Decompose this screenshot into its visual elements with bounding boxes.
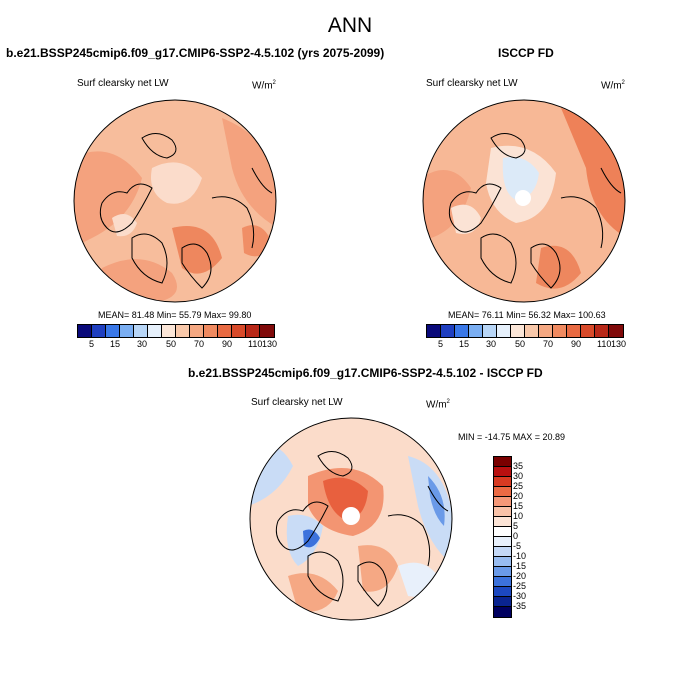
panel1-tick: 5 xyxy=(89,339,95,349)
panel3-tick: -5 xyxy=(513,541,522,551)
panel2-tick: 110 xyxy=(597,339,612,349)
panel1-variable: Surf clearsky net LW xyxy=(77,78,169,89)
panel3-tick: 30 xyxy=(513,471,524,481)
panel1-tick: 30 xyxy=(137,339,148,349)
panel3-tick: 10 xyxy=(513,511,524,521)
panel1-tick: 15 xyxy=(110,339,121,349)
panel3-polar-map xyxy=(249,417,453,621)
panel2-title: ISCCP FD xyxy=(498,46,554,60)
panel3-tick: -25 xyxy=(513,581,527,591)
panel3-tick: 0 xyxy=(513,531,519,541)
figure-title: ANN xyxy=(327,14,373,37)
panel3-variable: Surf clearsky net LW xyxy=(251,397,343,408)
panel3-tick: 20 xyxy=(513,491,524,501)
panel1-polar-map xyxy=(73,99,277,303)
panel3-tick: 25 xyxy=(513,481,524,491)
panel2-polar-map xyxy=(422,99,626,303)
panel3-tick: 15 xyxy=(513,501,524,511)
panel3-tick: -10 xyxy=(513,551,527,561)
panel1-stats: MEAN= 81.48 Min= 55.79 Max= 99.80 xyxy=(98,310,252,320)
panel3-units: W/m2 xyxy=(426,399,450,411)
panel2-tick: 50 xyxy=(515,339,526,349)
panel3-title: b.e21.BSSP245cmip6.f09_g17.CMIP6-SSP2-4.… xyxy=(188,366,543,380)
panel1-colorbar xyxy=(77,324,275,338)
panel3-tick: -15 xyxy=(513,561,527,571)
panel1-tick: 70 xyxy=(194,339,205,349)
panel2-tick: 15 xyxy=(459,339,470,349)
panel2-colorbar xyxy=(426,324,624,338)
panel3-tick: -30 xyxy=(513,591,527,601)
panel1-tick: 90 xyxy=(222,339,233,349)
panel2-tick: 30 xyxy=(486,339,497,349)
panel3-tick: 5 xyxy=(513,521,519,531)
panel2-units: W/m2 xyxy=(601,80,625,92)
panel3-tick: -35 xyxy=(513,601,527,611)
panel2-tick: 5 xyxy=(438,339,444,349)
panel1-units: W/m2 xyxy=(252,80,276,92)
panel3-stats: MIN = -14.75 MAX = 20.89 xyxy=(458,432,566,442)
panel2-stats: MEAN= 76.11 Min= 56.32 Max= 100.63 xyxy=(448,310,606,320)
panel1-title: b.e21.BSSP245cmip6.f09_g17.CMIP6-SSP2-4.… xyxy=(6,46,385,60)
panel3-colorbar xyxy=(493,456,512,618)
panel2-tick: 130 xyxy=(611,339,627,349)
panel3-tick: 35 xyxy=(513,461,524,471)
panel1-tick: 130 xyxy=(262,339,278,349)
panel1-tick: 110 xyxy=(248,339,263,349)
panel2-variable: Surf clearsky net LW xyxy=(426,78,518,89)
panel2-tick: 70 xyxy=(543,339,554,349)
panel3-tick: -20 xyxy=(513,571,527,581)
panel1-tick: 50 xyxy=(166,339,177,349)
panel2-tick: 90 xyxy=(571,339,582,349)
